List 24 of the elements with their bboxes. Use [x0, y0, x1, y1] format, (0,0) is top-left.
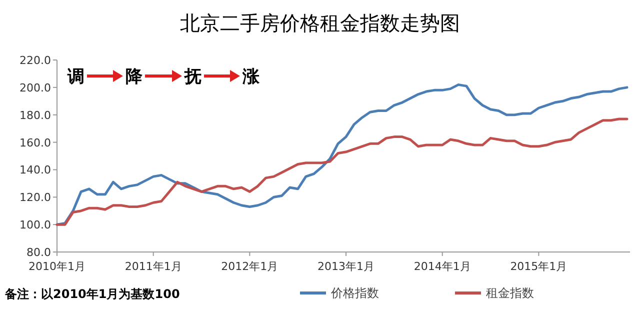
text: 备注：以2010年1月为基数100 [4, 287, 180, 301]
y-tick-label: 100.0 [20, 218, 51, 232]
y-tick-label: 180.0 [20, 108, 51, 122]
x-tick-label: 2014年1月 [414, 260, 471, 273]
chart-title: 北京二手房价格租金指数走势图 [180, 11, 460, 35]
annotation: 降 [126, 67, 144, 87]
x-tick-label: 2013年1月 [318, 260, 375, 273]
annotation: 调 [66, 67, 84, 87]
legend-label: 租金指数 [486, 286, 534, 300]
annotation: 涨 [242, 67, 260, 87]
y-tick-label: 200.0 [20, 81, 51, 94]
x-tick-label: 2011年1月 [124, 260, 182, 273]
y-tick-label: 120.0 [20, 191, 51, 204]
line-series [56, 118, 628, 226]
annotation: 抚 [184, 67, 202, 87]
x-tick-label: 2012年1月 [221, 260, 278, 273]
y-tick-label: 160.0 [20, 136, 51, 150]
legend-label: 价格指数 [330, 286, 379, 300]
x-tick-label: 2015年1月 [510, 260, 568, 273]
x-tick-label: 2010年1月 [28, 260, 86, 273]
y-tick-label: 220.0 [20, 54, 51, 67]
y-tick-label: 80.0 [26, 246, 51, 259]
line-series [56, 83, 628, 226]
y-tick-label: 140.0 [20, 164, 51, 177]
